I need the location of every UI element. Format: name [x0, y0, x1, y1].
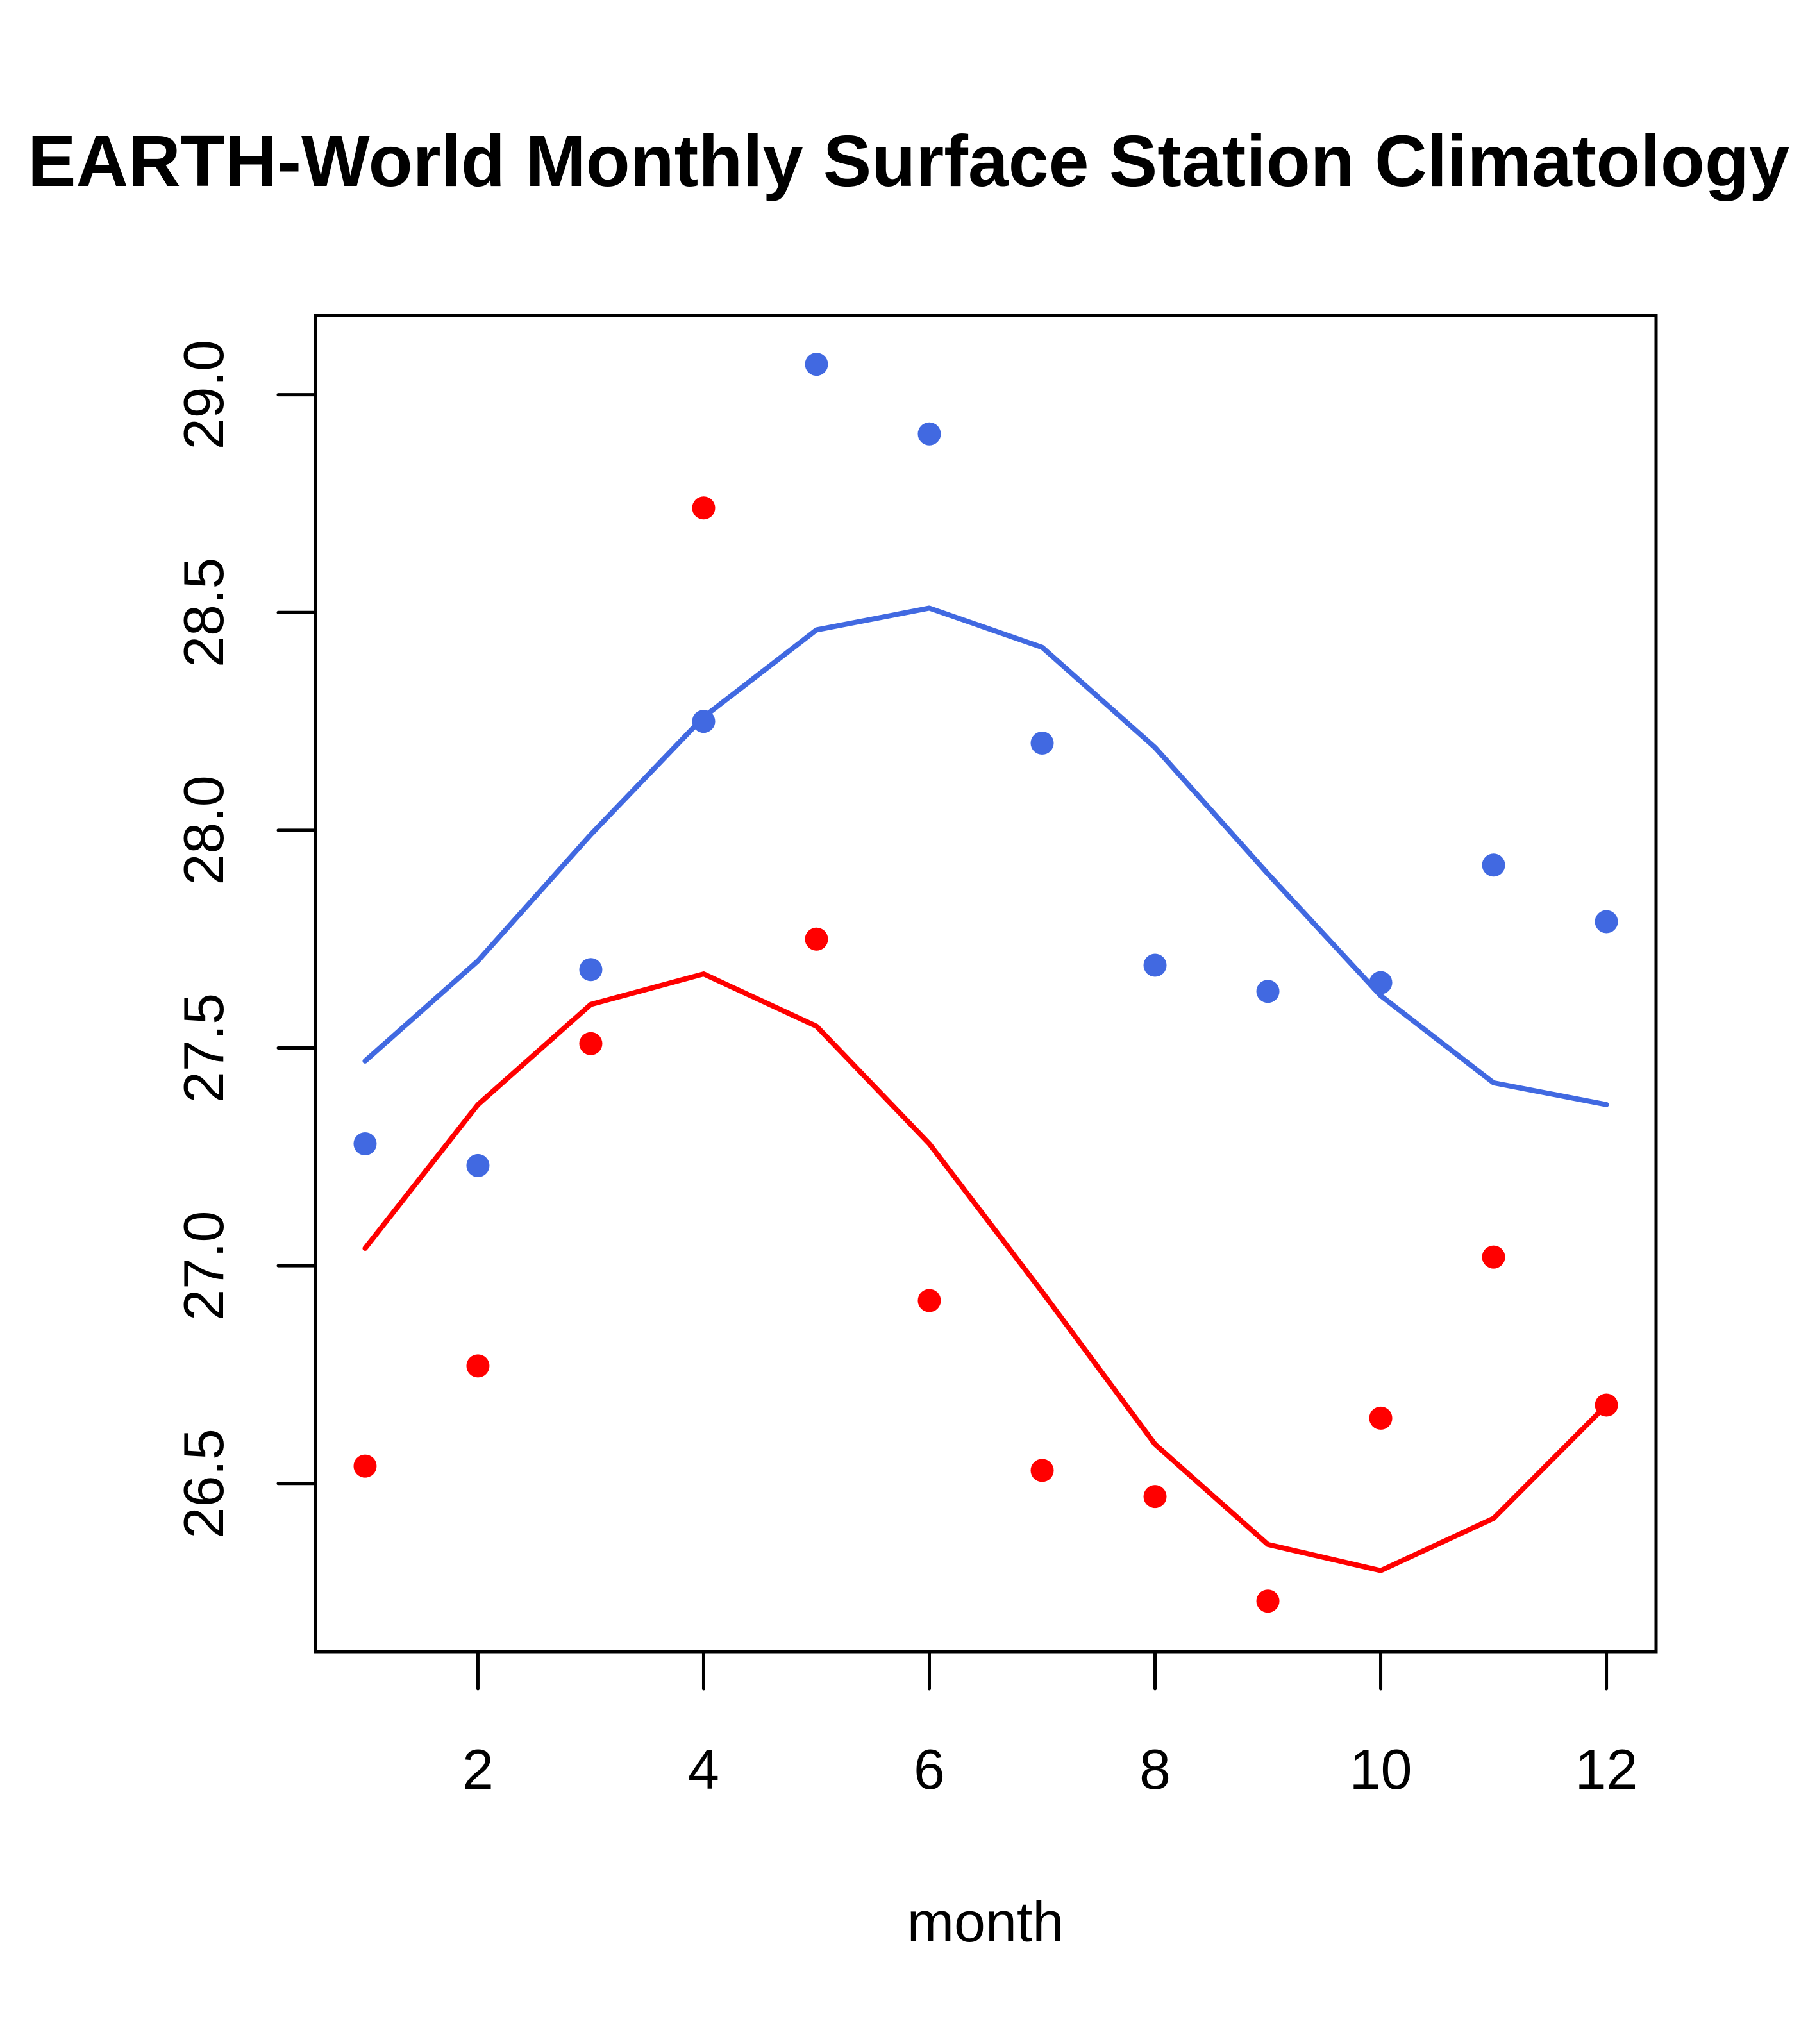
red-point-month-5	[805, 927, 828, 951]
red-point-month-10	[1369, 1406, 1393, 1430]
y-tick-label: 28.0	[172, 775, 235, 885]
plot-frame	[314, 314, 1658, 1654]
blue-points	[353, 353, 1618, 1177]
x-tick-label: 4	[688, 1738, 719, 1801]
blue-point-month-12	[1595, 910, 1618, 934]
x-tick-label: 2	[462, 1738, 494, 1801]
x-tick-label: 12	[1575, 1738, 1638, 1801]
x-tick-label: 6	[914, 1738, 945, 1801]
y-tick-label: 26.5	[172, 1428, 235, 1538]
blue-point-month-1	[353, 1132, 377, 1155]
chart-title: EARTH-World Monthly Surface Station Clim…	[28, 121, 1789, 201]
series-layer	[353, 353, 1618, 1613]
y-tick-label: 27.5	[172, 993, 235, 1103]
blue-point-month-6	[917, 422, 941, 446]
x-axis-label: month	[907, 1890, 1064, 1954]
red-point-month-2	[466, 1354, 490, 1378]
blue-point-month-8	[1143, 953, 1167, 977]
blue-line	[362, 605, 1609, 1107]
x-tick-label: 10	[1350, 1738, 1412, 1801]
red-point-month-3	[579, 1032, 603, 1055]
blue-point-month-2	[466, 1153, 490, 1177]
blue-point-month-11	[1482, 853, 1505, 877]
x-axis: 2 4 6 8 10 12	[462, 1650, 1638, 1801]
x-tick-label: 8	[1139, 1738, 1171, 1801]
red-point-month-6	[917, 1289, 941, 1312]
red-point-month-9	[1256, 1589, 1280, 1613]
red-line	[362, 971, 1609, 1573]
blue-point-month-3	[579, 958, 603, 982]
blue-point-month-10	[1369, 971, 1393, 994]
blue-point-month-9	[1256, 980, 1280, 1003]
y-axis: 26.5 27.0 27.5 28.0 28.5 29.0	[172, 340, 317, 1538]
red-point-month-1	[353, 1454, 377, 1478]
red-point-month-8	[1143, 1485, 1167, 1509]
red-point-month-7	[1030, 1459, 1054, 1482]
y-tick-label: 28.5	[172, 558, 235, 667]
blue-point-month-7	[1030, 732, 1054, 755]
blue-point-month-5	[805, 353, 828, 376]
y-tick-label: 27.0	[172, 1211, 235, 1321]
red-point-month-4	[692, 496, 716, 520]
blue-point-month-4	[692, 710, 716, 733]
y-tick-label: 29.0	[172, 340, 235, 449]
red-point-month-11	[1482, 1245, 1505, 1269]
red-points	[353, 496, 1618, 1613]
red-point-month-12	[1595, 1393, 1618, 1417]
